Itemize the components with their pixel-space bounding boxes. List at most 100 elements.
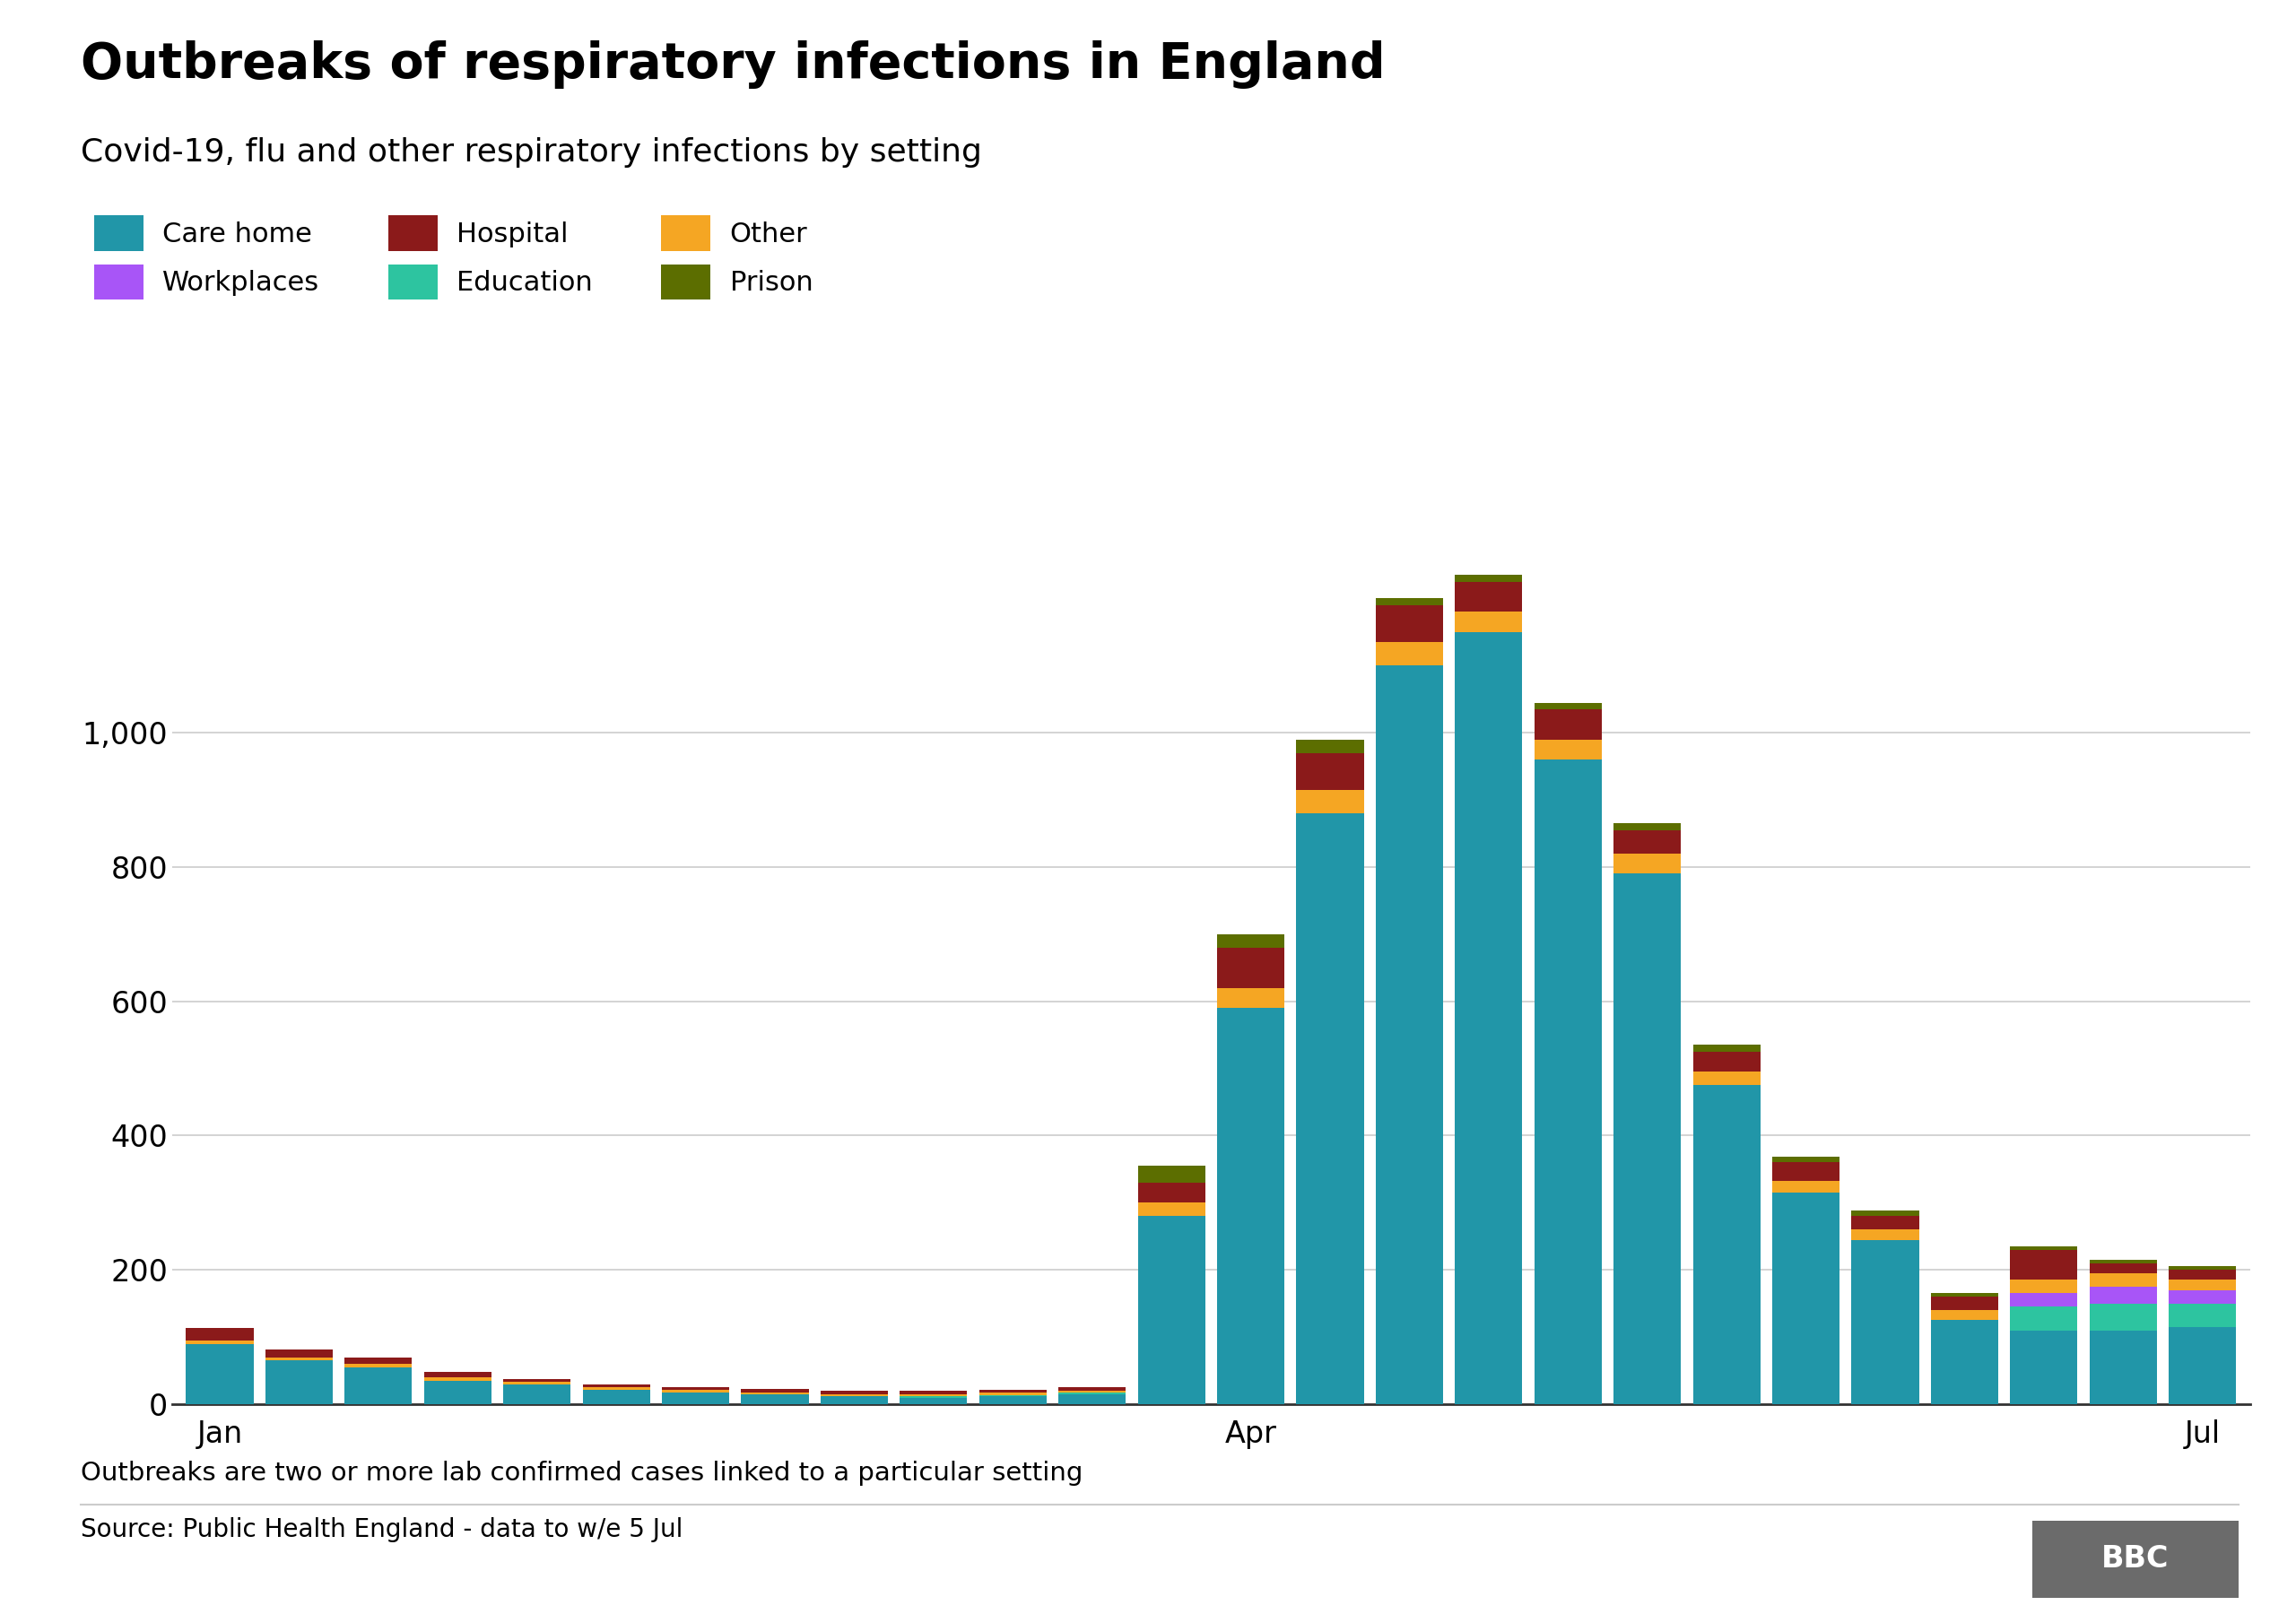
Legend: Care home, Workplaces, Hospital, Education, Other, Prison: Care home, Workplaces, Hospital, Educati…: [94, 215, 813, 300]
Bar: [1773, 1162, 1839, 1180]
Bar: [1851, 1217, 1919, 1230]
Bar: [1773, 1180, 1839, 1193]
Text: Covid-19, flu and other respiratory infections by setting: Covid-19, flu and other respiratory infe…: [80, 137, 983, 168]
Bar: [1692, 1052, 1761, 1072]
Bar: [1058, 1391, 1125, 1393]
Bar: [1931, 1311, 1998, 1320]
Bar: [186, 1344, 253, 1404]
Bar: [900, 1391, 967, 1394]
Bar: [820, 1394, 889, 1396]
Bar: [742, 1388, 808, 1393]
Bar: [2011, 1249, 2078, 1280]
Bar: [900, 1398, 967, 1404]
Bar: [742, 1393, 808, 1394]
Bar: [900, 1394, 967, 1396]
Bar: [2170, 1270, 2236, 1280]
Bar: [2089, 1273, 2156, 1286]
Bar: [1773, 1193, 1839, 1404]
Text: Outbreaks are two or more lab confirmed cases linked to a particular setting: Outbreaks are two or more lab confirmed …: [80, 1461, 1081, 1486]
Bar: [1139, 1202, 1205, 1217]
Bar: [2011, 1246, 2078, 1249]
Bar: [1773, 1156, 1839, 1162]
Bar: [2011, 1293, 2078, 1307]
Bar: [503, 1385, 572, 1404]
Bar: [1058, 1388, 1125, 1391]
Bar: [1931, 1296, 1998, 1311]
Bar: [583, 1388, 650, 1390]
Bar: [344, 1364, 411, 1367]
Bar: [186, 1340, 253, 1344]
Bar: [344, 1367, 411, 1404]
Bar: [425, 1380, 491, 1404]
Bar: [2089, 1330, 2156, 1404]
Bar: [820, 1391, 889, 1394]
Bar: [1851, 1230, 1919, 1240]
Bar: [1375, 665, 1444, 1404]
Bar: [1217, 988, 1283, 1009]
Bar: [1297, 813, 1364, 1404]
Bar: [2170, 1304, 2236, 1327]
Bar: [583, 1390, 650, 1404]
Bar: [1217, 1009, 1283, 1404]
Bar: [2089, 1286, 2156, 1304]
Bar: [425, 1372, 491, 1377]
Bar: [2170, 1290, 2236, 1304]
Bar: [2011, 1280, 2078, 1293]
Bar: [2089, 1304, 2156, 1330]
Bar: [1456, 581, 1522, 612]
Bar: [425, 1377, 491, 1380]
Bar: [1139, 1183, 1205, 1202]
Bar: [1614, 823, 1681, 830]
Bar: [1375, 642, 1444, 665]
Bar: [1456, 612, 1522, 633]
Bar: [1851, 1240, 1919, 1404]
Bar: [1217, 935, 1283, 947]
Bar: [2011, 1330, 2078, 1404]
Bar: [1534, 709, 1603, 739]
Bar: [978, 1390, 1047, 1393]
Text: Outbreaks of respiratory infections in England: Outbreaks of respiratory infections in E…: [80, 40, 1384, 89]
Bar: [2170, 1267, 2236, 1270]
Bar: [1217, 947, 1283, 988]
Bar: [1692, 1072, 1761, 1085]
Bar: [742, 1394, 808, 1404]
Bar: [1614, 830, 1681, 854]
Bar: [1375, 599, 1444, 605]
Bar: [2089, 1264, 2156, 1273]
Bar: [503, 1382, 572, 1385]
Bar: [1534, 702, 1603, 709]
Bar: [186, 1328, 253, 1340]
Bar: [1456, 575, 1522, 581]
Bar: [1058, 1394, 1125, 1404]
Bar: [820, 1396, 889, 1404]
Bar: [2089, 1261, 2156, 1264]
Bar: [2011, 1307, 2078, 1330]
Bar: [344, 1357, 411, 1364]
Bar: [1692, 1044, 1761, 1052]
Bar: [2170, 1280, 2236, 1290]
Bar: [1614, 854, 1681, 873]
Bar: [266, 1361, 333, 1404]
Text: Source: Public Health England - data to w/e 5 Jul: Source: Public Health England - data to …: [80, 1517, 682, 1543]
Bar: [978, 1393, 1047, 1394]
Bar: [266, 1349, 333, 1357]
Bar: [583, 1385, 650, 1388]
Bar: [1297, 752, 1364, 789]
Bar: [266, 1357, 333, 1361]
Bar: [1534, 760, 1603, 1404]
Bar: [1297, 739, 1364, 752]
Bar: [661, 1390, 730, 1393]
Bar: [2170, 1327, 2236, 1404]
Bar: [1139, 1165, 1205, 1183]
Bar: [661, 1386, 730, 1390]
Bar: [1931, 1320, 1998, 1404]
Text: BBC: BBC: [2101, 1545, 2170, 1574]
Bar: [1139, 1217, 1205, 1404]
Bar: [1375, 605, 1444, 642]
Bar: [503, 1378, 572, 1382]
Bar: [1851, 1210, 1919, 1217]
Bar: [1614, 873, 1681, 1404]
Bar: [661, 1393, 730, 1404]
Bar: [1534, 739, 1603, 760]
Bar: [1456, 633, 1522, 1404]
